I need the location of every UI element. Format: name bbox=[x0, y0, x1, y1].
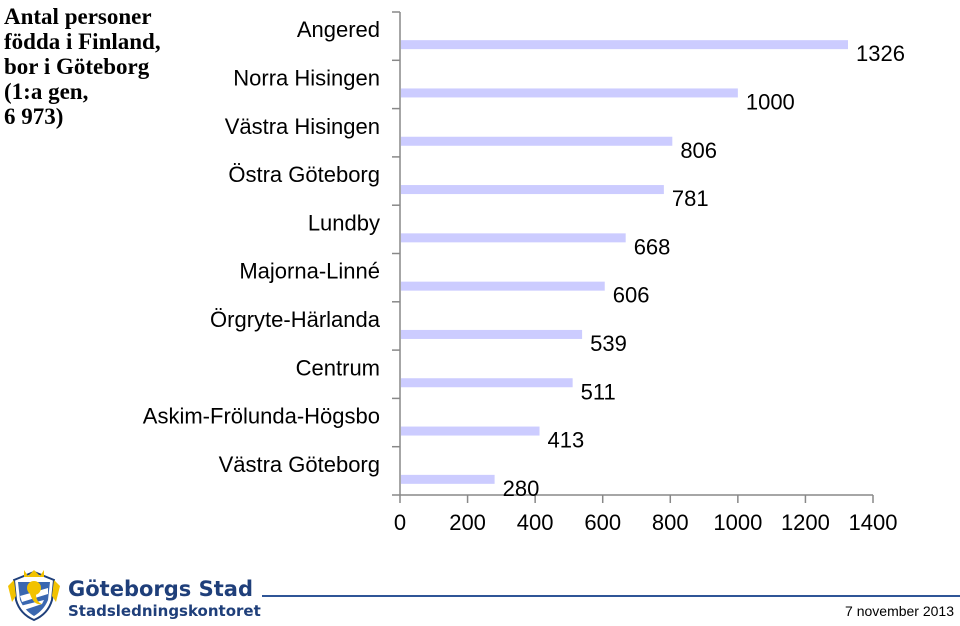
footer-divider bbox=[262, 595, 960, 597]
x-tick-label: 0 bbox=[394, 510, 406, 535]
bar bbox=[401, 136, 673, 146]
bar bbox=[401, 329, 583, 339]
chart-title-line: Antal personer bbox=[4, 4, 152, 29]
category-label: Örgryte-Härlanda bbox=[210, 307, 381, 332]
value-label: 1000 bbox=[746, 89, 795, 114]
category-label: Västra Göteborg bbox=[219, 452, 380, 477]
value-label: 668 bbox=[634, 234, 671, 259]
x-tick-label: 600 bbox=[584, 510, 621, 535]
value-label: 606 bbox=[613, 283, 650, 308]
x-tick-label: 800 bbox=[652, 510, 689, 535]
bar bbox=[401, 40, 848, 50]
chart-title: Antal personer födda i Finland, bor i Gö… bbox=[4, 4, 194, 129]
category-label: Askim-Frölunda-Högsbo bbox=[143, 404, 380, 429]
x-tick-label: 1200 bbox=[781, 510, 830, 535]
x-tick-label: 200 bbox=[449, 510, 486, 535]
x-tick-label: 1400 bbox=[849, 510, 898, 535]
bar bbox=[401, 474, 495, 484]
category-label: Angered bbox=[297, 17, 380, 42]
value-label: 413 bbox=[548, 428, 585, 453]
chart-axes bbox=[392, 11, 874, 503]
x-tick-labels: 0 200 400 600 800 1000 1200 1400 bbox=[394, 510, 898, 535]
city-coat-of-arms-icon bbox=[8, 570, 60, 622]
chart-bars bbox=[401, 40, 848, 484]
x-tick-label: 1000 bbox=[713, 510, 762, 535]
category-label: Lundby bbox=[308, 210, 380, 235]
bar bbox=[401, 88, 738, 98]
bar-chart: Angered Norra Hisingen Västra Hisingen Östr… bbox=[143, 11, 905, 535]
x-tick-label: 400 bbox=[517, 510, 554, 535]
bar bbox=[401, 378, 573, 388]
chart-title-line: (1:a gen, bbox=[4, 79, 89, 104]
value-label: 511 bbox=[581, 379, 616, 404]
bar bbox=[401, 426, 540, 436]
footer-date: 7 november 2013 bbox=[845, 603, 954, 619]
chart-title-line: bor i Göteborg bbox=[4, 54, 150, 79]
bar bbox=[401, 233, 626, 243]
organization-name: Göteborgs Stad bbox=[68, 577, 253, 601]
value-label: 806 bbox=[680, 138, 717, 163]
category-labels: Angered Norra Hisingen Västra Hisingen Östr… bbox=[143, 17, 381, 477]
value-label: 539 bbox=[590, 331, 627, 356]
category-label: Majorna-Linné bbox=[239, 259, 380, 284]
category-label: Norra Hisingen bbox=[233, 65, 380, 90]
category-label: Västra Hisingen bbox=[225, 114, 380, 139]
chart-title-line: 6 973) bbox=[4, 104, 64, 129]
category-label: Östra Göteborg bbox=[228, 162, 380, 187]
value-label: 1326 bbox=[856, 41, 905, 66]
bar bbox=[401, 185, 664, 195]
chart-title-line: födda i Finland, bbox=[4, 29, 161, 54]
value-label: 781 bbox=[672, 186, 709, 211]
category-label: Centrum bbox=[296, 355, 380, 380]
bar bbox=[401, 281, 605, 291]
value-label: 280 bbox=[503, 476, 540, 501]
organization-unit: Stadsledningskontoret bbox=[68, 602, 261, 620]
